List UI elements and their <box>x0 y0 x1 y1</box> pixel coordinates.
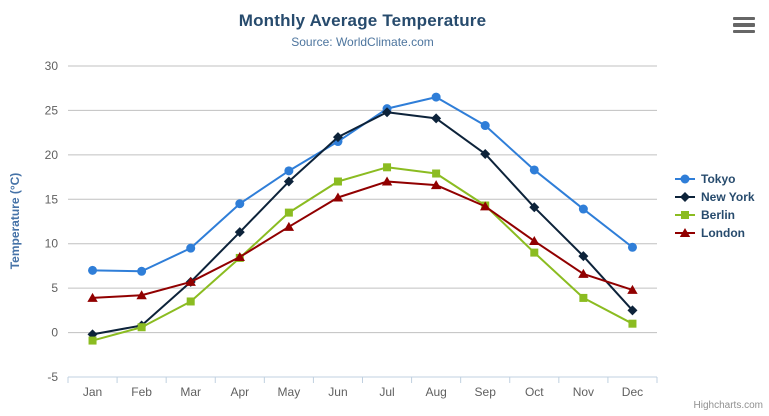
data-point-marker[interactable] <box>333 177 342 186</box>
data-point-marker[interactable] <box>529 202 540 213</box>
legend-marker-icon <box>675 174 695 184</box>
data-point-marker[interactable] <box>430 180 442 190</box>
chart-title: Monthly Average Temperature <box>238 11 487 30</box>
export-menu-button[interactable] <box>733 17 755 33</box>
legend-item-label: Tokyo <box>701 172 736 186</box>
data-point-marker[interactable] <box>137 323 146 332</box>
y-axis-label: -5 <box>47 370 58 384</box>
legend: Tokyo New York Berlin London <box>674 172 755 240</box>
series-line-new-york[interactable] <box>92 111 634 336</box>
y-axis-label: 5 <box>51 281 58 295</box>
legend-item-label: London <box>701 226 745 240</box>
legend-item-tokyo[interactable]: Tokyo <box>674 172 755 186</box>
data-point-marker[interactable] <box>186 243 196 253</box>
y-axis-label: 25 <box>45 103 59 117</box>
data-point-marker[interactable] <box>87 292 98 302</box>
data-point-marker[interactable] <box>383 163 392 172</box>
data-point-marker[interactable] <box>578 268 589 278</box>
data-point-marker[interactable] <box>332 192 344 202</box>
data-point-marker[interactable] <box>431 113 442 124</box>
x-axis-label: Jan <box>83 385 102 399</box>
data-point-marker <box>681 211 689 219</box>
x-axis-label: May <box>278 385 301 399</box>
data-point-marker[interactable] <box>382 107 393 118</box>
x-axis-label: Nov <box>573 385 594 399</box>
y-axis-label: 30 <box>45 59 59 73</box>
legend-marker-icon <box>675 211 695 219</box>
data-point-marker[interactable] <box>480 201 491 211</box>
data-point-marker[interactable] <box>234 252 245 262</box>
data-point-marker[interactable] <box>529 165 539 175</box>
data-point-marker <box>680 192 690 202</box>
x-axis-label: Mar <box>180 385 201 399</box>
legend-item-berlin[interactable]: Berlin <box>674 208 755 222</box>
data-point-marker[interactable] <box>186 297 195 306</box>
data-point-marker <box>680 174 690 184</box>
data-point-marker <box>679 228 691 237</box>
series-line-tokyo[interactable] <box>92 96 634 273</box>
y-axis-label: 0 <box>51 326 58 340</box>
hamburger-icon <box>733 23 755 27</box>
data-point-marker[interactable] <box>283 176 294 187</box>
data-point-marker[interactable] <box>431 92 441 102</box>
legend-item-label: Berlin <box>701 208 736 222</box>
data-point-marker[interactable] <box>480 148 491 159</box>
data-point-marker[interactable] <box>283 221 295 231</box>
data-point-marker[interactable] <box>234 227 245 238</box>
legend-marker-icon <box>675 192 695 202</box>
data-point-marker[interactable] <box>381 176 393 186</box>
data-point-marker[interactable] <box>88 265 98 275</box>
data-point-marker[interactable] <box>235 199 245 209</box>
y-axis-label: 10 <box>45 237 59 251</box>
y-axis-label: 20 <box>45 148 59 162</box>
series-line-london[interactable] <box>92 180 633 299</box>
hamburger-icon <box>733 29 755 33</box>
data-point-marker[interactable] <box>578 251 589 262</box>
data-point-marker[interactable] <box>136 290 147 300</box>
y-axis-title: Temperature (°C) <box>8 172 22 270</box>
data-point-marker[interactable] <box>627 284 638 294</box>
x-axis-label: Dec <box>622 385 643 399</box>
data-point-marker[interactable] <box>628 319 637 328</box>
x-axis-label: Jul <box>379 385 394 399</box>
data-point-marker[interactable] <box>480 121 490 131</box>
data-point-marker[interactable] <box>627 242 637 252</box>
x-axis-label: Jun <box>328 385 347 399</box>
data-point-marker[interactable] <box>579 293 588 302</box>
x-axis-label: Apr <box>230 385 249 399</box>
data-point-marker[interactable] <box>137 266 147 276</box>
data-point-marker[interactable] <box>332 132 343 143</box>
data-point-marker[interactable] <box>578 204 588 214</box>
hamburger-icon <box>733 17 755 21</box>
credits-link[interactable]: Highcharts.com <box>693 400 763 411</box>
data-point-marker[interactable] <box>185 276 196 286</box>
legend-marker-icon <box>675 228 695 237</box>
data-point-marker[interactable] <box>529 236 540 246</box>
legend-item-label: New York <box>701 190 755 204</box>
legend-item-london[interactable]: London <box>674 226 755 240</box>
x-axis-label: Oct <box>525 385 544 399</box>
data-point-marker[interactable] <box>530 248 539 257</box>
x-axis-label: Feb <box>131 385 152 399</box>
data-point-marker[interactable] <box>284 208 293 217</box>
data-point-marker[interactable] <box>284 166 294 176</box>
series-line-berlin[interactable] <box>92 166 633 342</box>
data-point-marker[interactable] <box>88 336 97 345</box>
chart-subtitle: Source: WorldClimate.com <box>291 35 434 49</box>
legend-item-new-york[interactable]: New York <box>674 190 755 204</box>
y-axis-label: 15 <box>45 192 59 206</box>
data-point-marker[interactable] <box>432 169 441 178</box>
x-axis-label: Sep <box>475 385 497 399</box>
x-axis-label: Aug <box>425 385 446 399</box>
data-point-marker[interactable] <box>627 305 638 316</box>
